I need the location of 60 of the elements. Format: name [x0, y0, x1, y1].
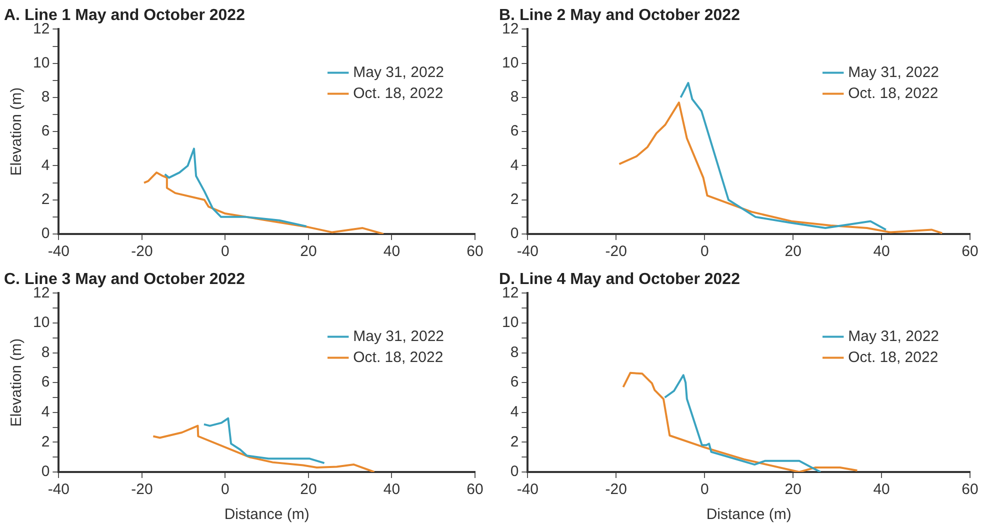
x-tick-label: -40	[48, 481, 70, 498]
x-tick-label: -40	[516, 243, 539, 260]
x-tick-label: -40	[516, 481, 539, 498]
legend-label: May 31, 2022	[353, 328, 444, 345]
y-tick-label: 2	[510, 191, 519, 208]
x-tick-label: -20	[605, 481, 627, 498]
y-tick-label: 8	[510, 344, 519, 361]
x-tick-label: 40	[873, 481, 890, 498]
x-axis-title: Distance (m)	[706, 506, 792, 524]
y-tick-label: 8	[510, 88, 519, 106]
y-tick-label: 4	[41, 404, 50, 421]
legend-label: Oct. 18, 2022	[353, 348, 444, 366]
x-tick-label: -20	[605, 243, 627, 260]
x-tick-label: 0	[221, 481, 230, 498]
y-tick-label: 6	[41, 374, 50, 391]
x-tick-label: 40	[873, 243, 890, 260]
x-tick-label: -20	[131, 481, 153, 498]
x-tick-label: 0	[221, 243, 230, 260]
y-tick-label: 4	[510, 156, 519, 174]
y-axis-title: Elevation (m)	[8, 87, 26, 176]
legend-label: May 31, 2022	[848, 64, 940, 81]
x-tick-label: 20	[784, 243, 802, 260]
x-tick-label: 0	[700, 481, 709, 498]
legend-label: May 31, 2022	[848, 328, 940, 345]
y-tick-label: 10	[32, 314, 50, 332]
x-tick-label: 40	[383, 243, 400, 260]
y-tick-label: 10	[32, 54, 50, 72]
x-tick-label: -40	[48, 243, 70, 260]
x-tick-label: -20	[131, 243, 153, 260]
legend-label: Oct. 18, 2022	[848, 348, 938, 366]
legend-label: Oct. 18, 2022	[353, 84, 444, 102]
y-tick-label: 2	[41, 191, 50, 208]
x-tick-label: 20	[300, 243, 317, 260]
x-tick-label: 20	[300, 481, 317, 498]
x-tick-label: 60	[962, 243, 978, 260]
x-axis-title: Distance (m)	[224, 506, 310, 524]
y-tick-label: 8	[41, 88, 50, 106]
y-tick-label: 4	[510, 404, 519, 421]
legend-label: Oct. 18, 2022	[848, 84, 938, 102]
y-tick-label: 0	[510, 463, 519, 480]
y-tick-label: 0	[510, 225, 519, 242]
y-tick-label: 2	[510, 433, 519, 450]
y-tick-label: 0	[41, 225, 50, 242]
y-tick-label: 6	[510, 122, 519, 140]
y-tick-label: 10	[502, 314, 519, 332]
y-tick-label: 10	[502, 54, 519, 72]
x-tick-label: 60	[466, 243, 484, 260]
x-tick-label: 60	[466, 481, 484, 498]
y-tick-label: 4	[41, 156, 50, 174]
y-tick-label: 8	[41, 344, 50, 361]
x-tick-label: 20	[784, 481, 802, 498]
y-tick-label: 0	[41, 463, 50, 480]
y-axis-title: Elevation (m)	[8, 338, 26, 427]
y-tick-label: 6	[510, 374, 519, 391]
legend-label: May 31, 2022	[353, 64, 444, 81]
x-tick-label: 60	[962, 481, 978, 498]
x-tick-label: 0	[700, 243, 709, 260]
y-tick-label: 2	[41, 433, 50, 450]
y-tick-label: 6	[41, 122, 50, 140]
x-tick-label: 40	[383, 481, 400, 498]
